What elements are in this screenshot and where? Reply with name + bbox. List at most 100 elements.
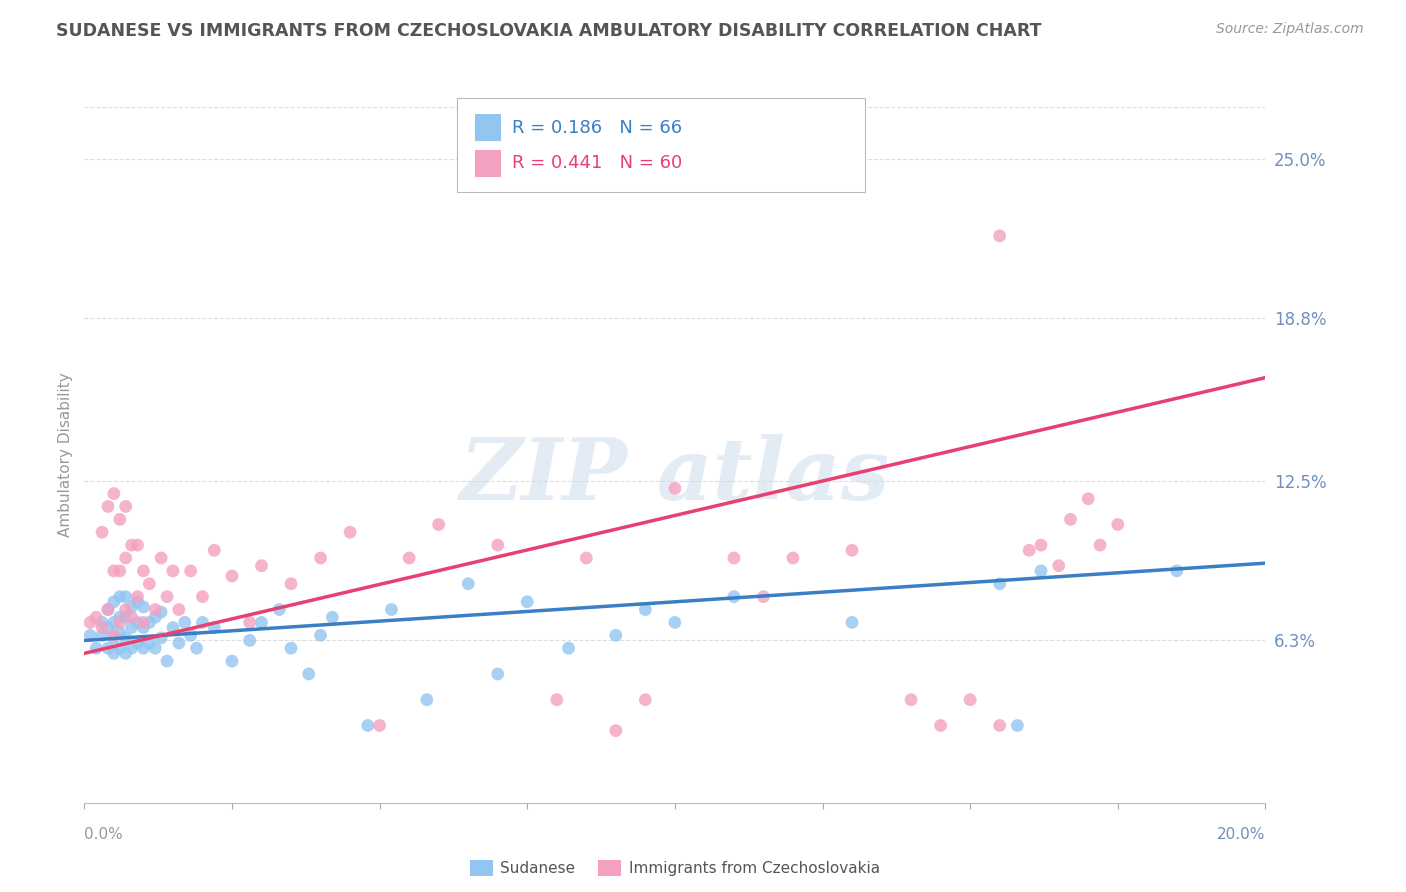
Point [841, 543, 863, 558]
Point [1107, 517, 1129, 532]
Point [150, 631, 173, 645]
Point [191, 615, 214, 630]
Point [97, 602, 120, 616]
Point [1018, 543, 1040, 558]
Text: R = 0.186   N = 66: R = 0.186 N = 66 [512, 119, 682, 136]
Point [114, 610, 136, 624]
Point [150, 605, 173, 619]
Point [79, 615, 101, 630]
Point [114, 590, 136, 604]
Y-axis label: Ambulatory Disability: Ambulatory Disability [58, 373, 73, 537]
Point [486, 667, 509, 681]
Point [103, 595, 125, 609]
Point [202, 621, 225, 635]
Point [546, 692, 568, 706]
Point [167, 636, 190, 650]
Point [186, 641, 208, 656]
Point [114, 646, 136, 660]
Point [121, 641, 143, 656]
Point [988, 718, 1011, 732]
Text: ZIP atlas: ZIP atlas [460, 434, 890, 517]
Point [132, 621, 155, 635]
Point [91, 621, 114, 635]
Point [357, 718, 380, 732]
Point [84, 610, 107, 624]
Point [1029, 538, 1052, 552]
Point [121, 599, 143, 614]
Point [269, 602, 291, 616]
Point [298, 667, 321, 681]
Point [1007, 718, 1029, 732]
Point [103, 615, 125, 630]
Point [150, 551, 173, 566]
Text: Source: ZipAtlas.com: Source: ZipAtlas.com [1216, 22, 1364, 37]
Point [162, 621, 184, 635]
Point [114, 602, 136, 616]
Point [143, 602, 166, 616]
Point [398, 551, 420, 566]
Point [929, 718, 952, 732]
Point [138, 576, 160, 591]
Point [79, 628, 101, 642]
Point [988, 576, 1011, 591]
Point [103, 646, 125, 660]
Point [1077, 491, 1099, 506]
Point [321, 610, 343, 624]
Point [900, 692, 922, 706]
Point [108, 625, 131, 640]
Point [114, 551, 136, 566]
Point [723, 551, 745, 566]
Point [368, 718, 391, 732]
Point [280, 641, 302, 656]
Point [1088, 538, 1111, 552]
Point [180, 628, 202, 642]
Point [557, 641, 579, 656]
Point [634, 602, 657, 616]
Text: SUDANESE VS IMMIGRANTS FROM CZECHOSLOVAKIA AMBULATORY DISABILITY CORRELATION CHA: SUDANESE VS IMMIGRANTS FROM CZECHOSLOVAK… [56, 22, 1042, 40]
Point [138, 636, 160, 650]
Point [486, 538, 509, 552]
Point [108, 615, 131, 630]
Point [782, 551, 804, 566]
Point [108, 610, 131, 624]
Point [339, 525, 361, 540]
Text: 20.0%: 20.0% [1218, 827, 1265, 841]
Point [180, 564, 202, 578]
Point [132, 641, 155, 656]
Point [108, 590, 131, 604]
Point [309, 551, 332, 566]
Point [239, 615, 262, 630]
Point [664, 482, 686, 496]
Point [380, 602, 402, 616]
Point [132, 564, 155, 578]
Point [457, 576, 479, 591]
Point [1059, 512, 1081, 526]
Point [121, 538, 143, 552]
Point [97, 621, 120, 635]
Point [97, 602, 120, 616]
Point [1029, 564, 1052, 578]
Point [103, 631, 125, 645]
Point [427, 517, 450, 532]
Point [156, 654, 179, 668]
Point [416, 692, 439, 706]
Legend: Sudanese, Immigrants from Czechoslovakia: Sudanese, Immigrants from Czechoslovakia [464, 854, 886, 882]
Point [121, 610, 143, 624]
Point [173, 615, 195, 630]
Point [91, 525, 114, 540]
Point [959, 692, 981, 706]
Point [127, 636, 149, 650]
Point [103, 628, 125, 642]
Text: 0.0%: 0.0% [84, 827, 124, 841]
Point [1166, 564, 1188, 578]
Text: R = 0.441   N = 60: R = 0.441 N = 60 [512, 154, 682, 172]
Point [752, 590, 775, 604]
Point [723, 590, 745, 604]
Point [191, 590, 214, 604]
Point [127, 538, 149, 552]
Point [221, 654, 243, 668]
Point [121, 621, 143, 635]
Point [138, 615, 160, 630]
Point [127, 590, 149, 604]
Point [988, 228, 1011, 243]
